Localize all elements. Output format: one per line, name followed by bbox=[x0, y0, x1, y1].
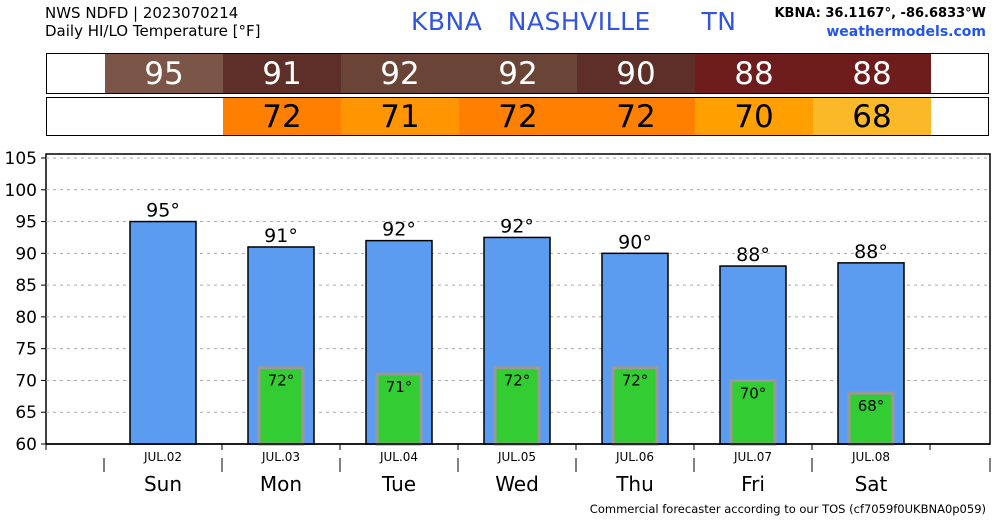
high-temp-bar bbox=[129, 220, 197, 445]
date-label: JUL.07 bbox=[733, 450, 772, 464]
high-temp-cell: 90 bbox=[577, 54, 695, 93]
date-label: JUL.04 bbox=[379, 450, 418, 464]
weekday-label: Wed bbox=[495, 472, 539, 496]
y-tick-label: 85 bbox=[15, 276, 37, 296]
temperature-bar-chart: 60 65 70 75 80 85 90 95 100 105 95° 91° 72° 92° 71° 92°… bbox=[5, 149, 991, 496]
low-temp-bar bbox=[611, 366, 659, 446]
weekday-label: Sat bbox=[855, 472, 888, 496]
high-temp-cell: 92 bbox=[341, 54, 459, 93]
low-temp-bar bbox=[493, 366, 541, 446]
low-temp-label: 68° bbox=[858, 397, 885, 415]
y-tick-label: 105 bbox=[5, 149, 37, 169]
high-temp-label: 91° bbox=[264, 225, 298, 247]
low-temp-label: 71° bbox=[386, 378, 413, 396]
low-temp-label: 72° bbox=[622, 372, 649, 390]
low-temp-label: 70° bbox=[740, 384, 767, 402]
low-temp-cell bbox=[105, 98, 223, 135]
low-temp-cell: 70 bbox=[695, 98, 813, 135]
weekday-label: Sun bbox=[144, 472, 182, 496]
low-temp-cell: 71 bbox=[341, 98, 459, 135]
weekday-label: Thu bbox=[615, 472, 654, 496]
date-label: JUL.06 bbox=[615, 450, 654, 464]
chart-source-line: NWS NDFD | 2023070214 bbox=[45, 4, 239, 22]
high-temp-cell: 88 bbox=[695, 54, 813, 93]
high-temp-label: 88° bbox=[736, 244, 770, 266]
low-temp-cell: 68 bbox=[813, 98, 931, 135]
y-tick-label: 75 bbox=[15, 340, 37, 360]
y-tick-label: 95 bbox=[15, 213, 37, 233]
high-temp-label: 90° bbox=[618, 231, 652, 253]
weekday-label: Fri bbox=[741, 472, 765, 496]
high-temp-cell: 95 bbox=[105, 54, 223, 93]
low-temp-bar bbox=[375, 372, 423, 446]
y-tick-label: 90 bbox=[15, 244, 37, 264]
low-temperature-strip: 72 71 72 72 70 68 bbox=[46, 97, 989, 136]
low-temp-label: 72° bbox=[504, 372, 531, 390]
y-tick-label: 70 bbox=[15, 371, 37, 391]
date-label: JUL.03 bbox=[261, 450, 300, 464]
high-temp-label: 88° bbox=[854, 241, 888, 263]
date-label: JUL.05 bbox=[497, 450, 536, 464]
date-label: JUL.08 bbox=[851, 450, 890, 464]
high-temp-label: 92° bbox=[382, 219, 416, 241]
weekday-label: Tue bbox=[381, 472, 416, 496]
weekday-label: Mon bbox=[260, 472, 302, 496]
y-tick-label: 65 bbox=[15, 403, 37, 423]
low-temp-bar bbox=[729, 378, 777, 446]
high-temp-cell: 91 bbox=[223, 54, 341, 93]
low-temp-cell: 72 bbox=[459, 98, 577, 135]
y-tick-label: 60 bbox=[15, 435, 37, 455]
y-tick-label: 100 bbox=[5, 181, 37, 201]
high-temp-cell: 92 bbox=[459, 54, 577, 93]
low-temp-cell: 72 bbox=[577, 98, 695, 135]
site-link[interactable]: weathermodels.com bbox=[826, 24, 986, 40]
low-temp-label: 72° bbox=[268, 372, 295, 390]
station-title: KBNA NASHVILLE TN bbox=[411, 7, 737, 36]
date-label: JUL.02 bbox=[143, 450, 182, 464]
y-tick-label: 80 bbox=[15, 308, 37, 328]
chart-title: Daily HI/LO Temperature [°F] bbox=[45, 22, 261, 40]
high-temp-label: 92° bbox=[500, 215, 534, 237]
high-temp-label: 95° bbox=[146, 200, 180, 222]
footer-note: Commercial forecaster according to our T… bbox=[589, 502, 986, 516]
low-temp-cell: 72 bbox=[223, 98, 341, 135]
high-temperature-strip: 95 91 92 92 90 88 88 bbox=[46, 53, 989, 94]
high-temp-cell: 88 bbox=[813, 54, 931, 93]
station-coordinates: KBNA: 36.1167°, -86.6833°W bbox=[774, 6, 986, 21]
